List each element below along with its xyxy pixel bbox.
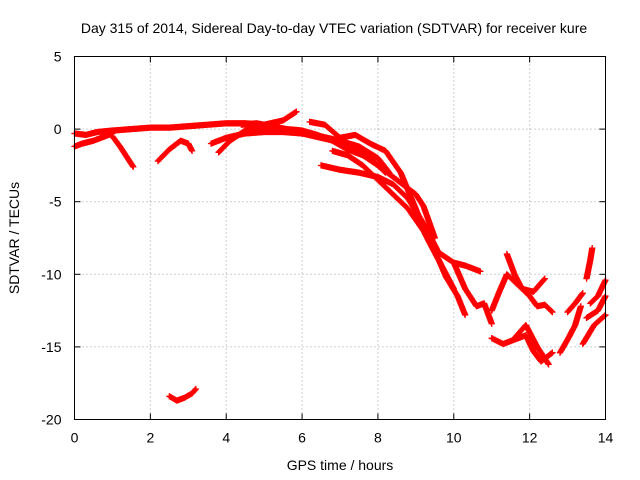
plot-frame bbox=[74, 56, 606, 420]
series-track-21 bbox=[587, 276, 609, 307]
data-point-cluster bbox=[583, 292, 609, 322]
series-track-7 bbox=[238, 120, 438, 242]
y-tick-label: -5 bbox=[49, 194, 62, 210]
series-track-9 bbox=[329, 147, 457, 292]
data-point-cluster bbox=[109, 133, 137, 171]
x-tick-label: 2 bbox=[146, 430, 154, 446]
chart-title: Day 315 of 2014, Sidereal Day-to-day VTE… bbox=[81, 20, 587, 36]
series-track-16 bbox=[556, 303, 584, 356]
data-point-cluster bbox=[238, 120, 438, 242]
x-tick-label: 10 bbox=[446, 430, 462, 446]
x-axis-label: GPS time / hours bbox=[287, 457, 394, 473]
series-track-22 bbox=[166, 385, 200, 404]
series-track-3 bbox=[109, 133, 137, 171]
data-point-cluster bbox=[503, 250, 548, 295]
data-point-cluster bbox=[306, 118, 469, 319]
grid-layer bbox=[74, 56, 606, 420]
series-track-19 bbox=[583, 292, 609, 322]
series-track-11 bbox=[450, 259, 484, 275]
x-tick-label: 4 bbox=[222, 430, 230, 446]
y-tick-label: 5 bbox=[54, 49, 62, 65]
x-tick-label: 8 bbox=[374, 430, 382, 446]
data-point-cluster bbox=[579, 311, 609, 348]
y-tick-label: -15 bbox=[41, 339, 61, 355]
data-point-cluster bbox=[166, 385, 200, 404]
series-track-18 bbox=[583, 245, 596, 282]
series-track-10 bbox=[317, 162, 495, 327]
data-point-cluster bbox=[317, 162, 495, 327]
series-track-4 bbox=[154, 137, 196, 165]
x-tick-label: 6 bbox=[298, 430, 306, 446]
data-point-cluster bbox=[556, 303, 584, 356]
series-track-8 bbox=[306, 118, 469, 319]
series-track-17 bbox=[564, 290, 586, 316]
data-point-cluster bbox=[154, 137, 196, 165]
y-tick-label: 0 bbox=[54, 121, 62, 137]
y-tick-label: -20 bbox=[41, 412, 61, 428]
data-point-cluster bbox=[564, 290, 586, 316]
tick-layer: 0 2 4 6 8 10 12 14 5 0 -5 -10 -15 -20 bbox=[41, 49, 613, 446]
data-point-cluster bbox=[511, 321, 552, 368]
series-track-20 bbox=[579, 311, 609, 348]
data-point-cluster bbox=[329, 147, 457, 292]
data-point-cluster bbox=[587, 276, 609, 307]
data-point-cluster bbox=[450, 259, 484, 275]
series-track-13 bbox=[503, 250, 548, 295]
data-layer bbox=[71, 108, 609, 404]
data-point-cluster bbox=[583, 245, 596, 282]
x-tick-label: 12 bbox=[522, 430, 538, 446]
x-tick-label: 0 bbox=[71, 430, 79, 446]
y-axis-label: SDTVAR / TECUs bbox=[6, 182, 22, 294]
x-tick-label: 14 bbox=[598, 430, 614, 446]
y-tick-label: -10 bbox=[41, 266, 61, 282]
series-track-15 bbox=[511, 321, 552, 368]
